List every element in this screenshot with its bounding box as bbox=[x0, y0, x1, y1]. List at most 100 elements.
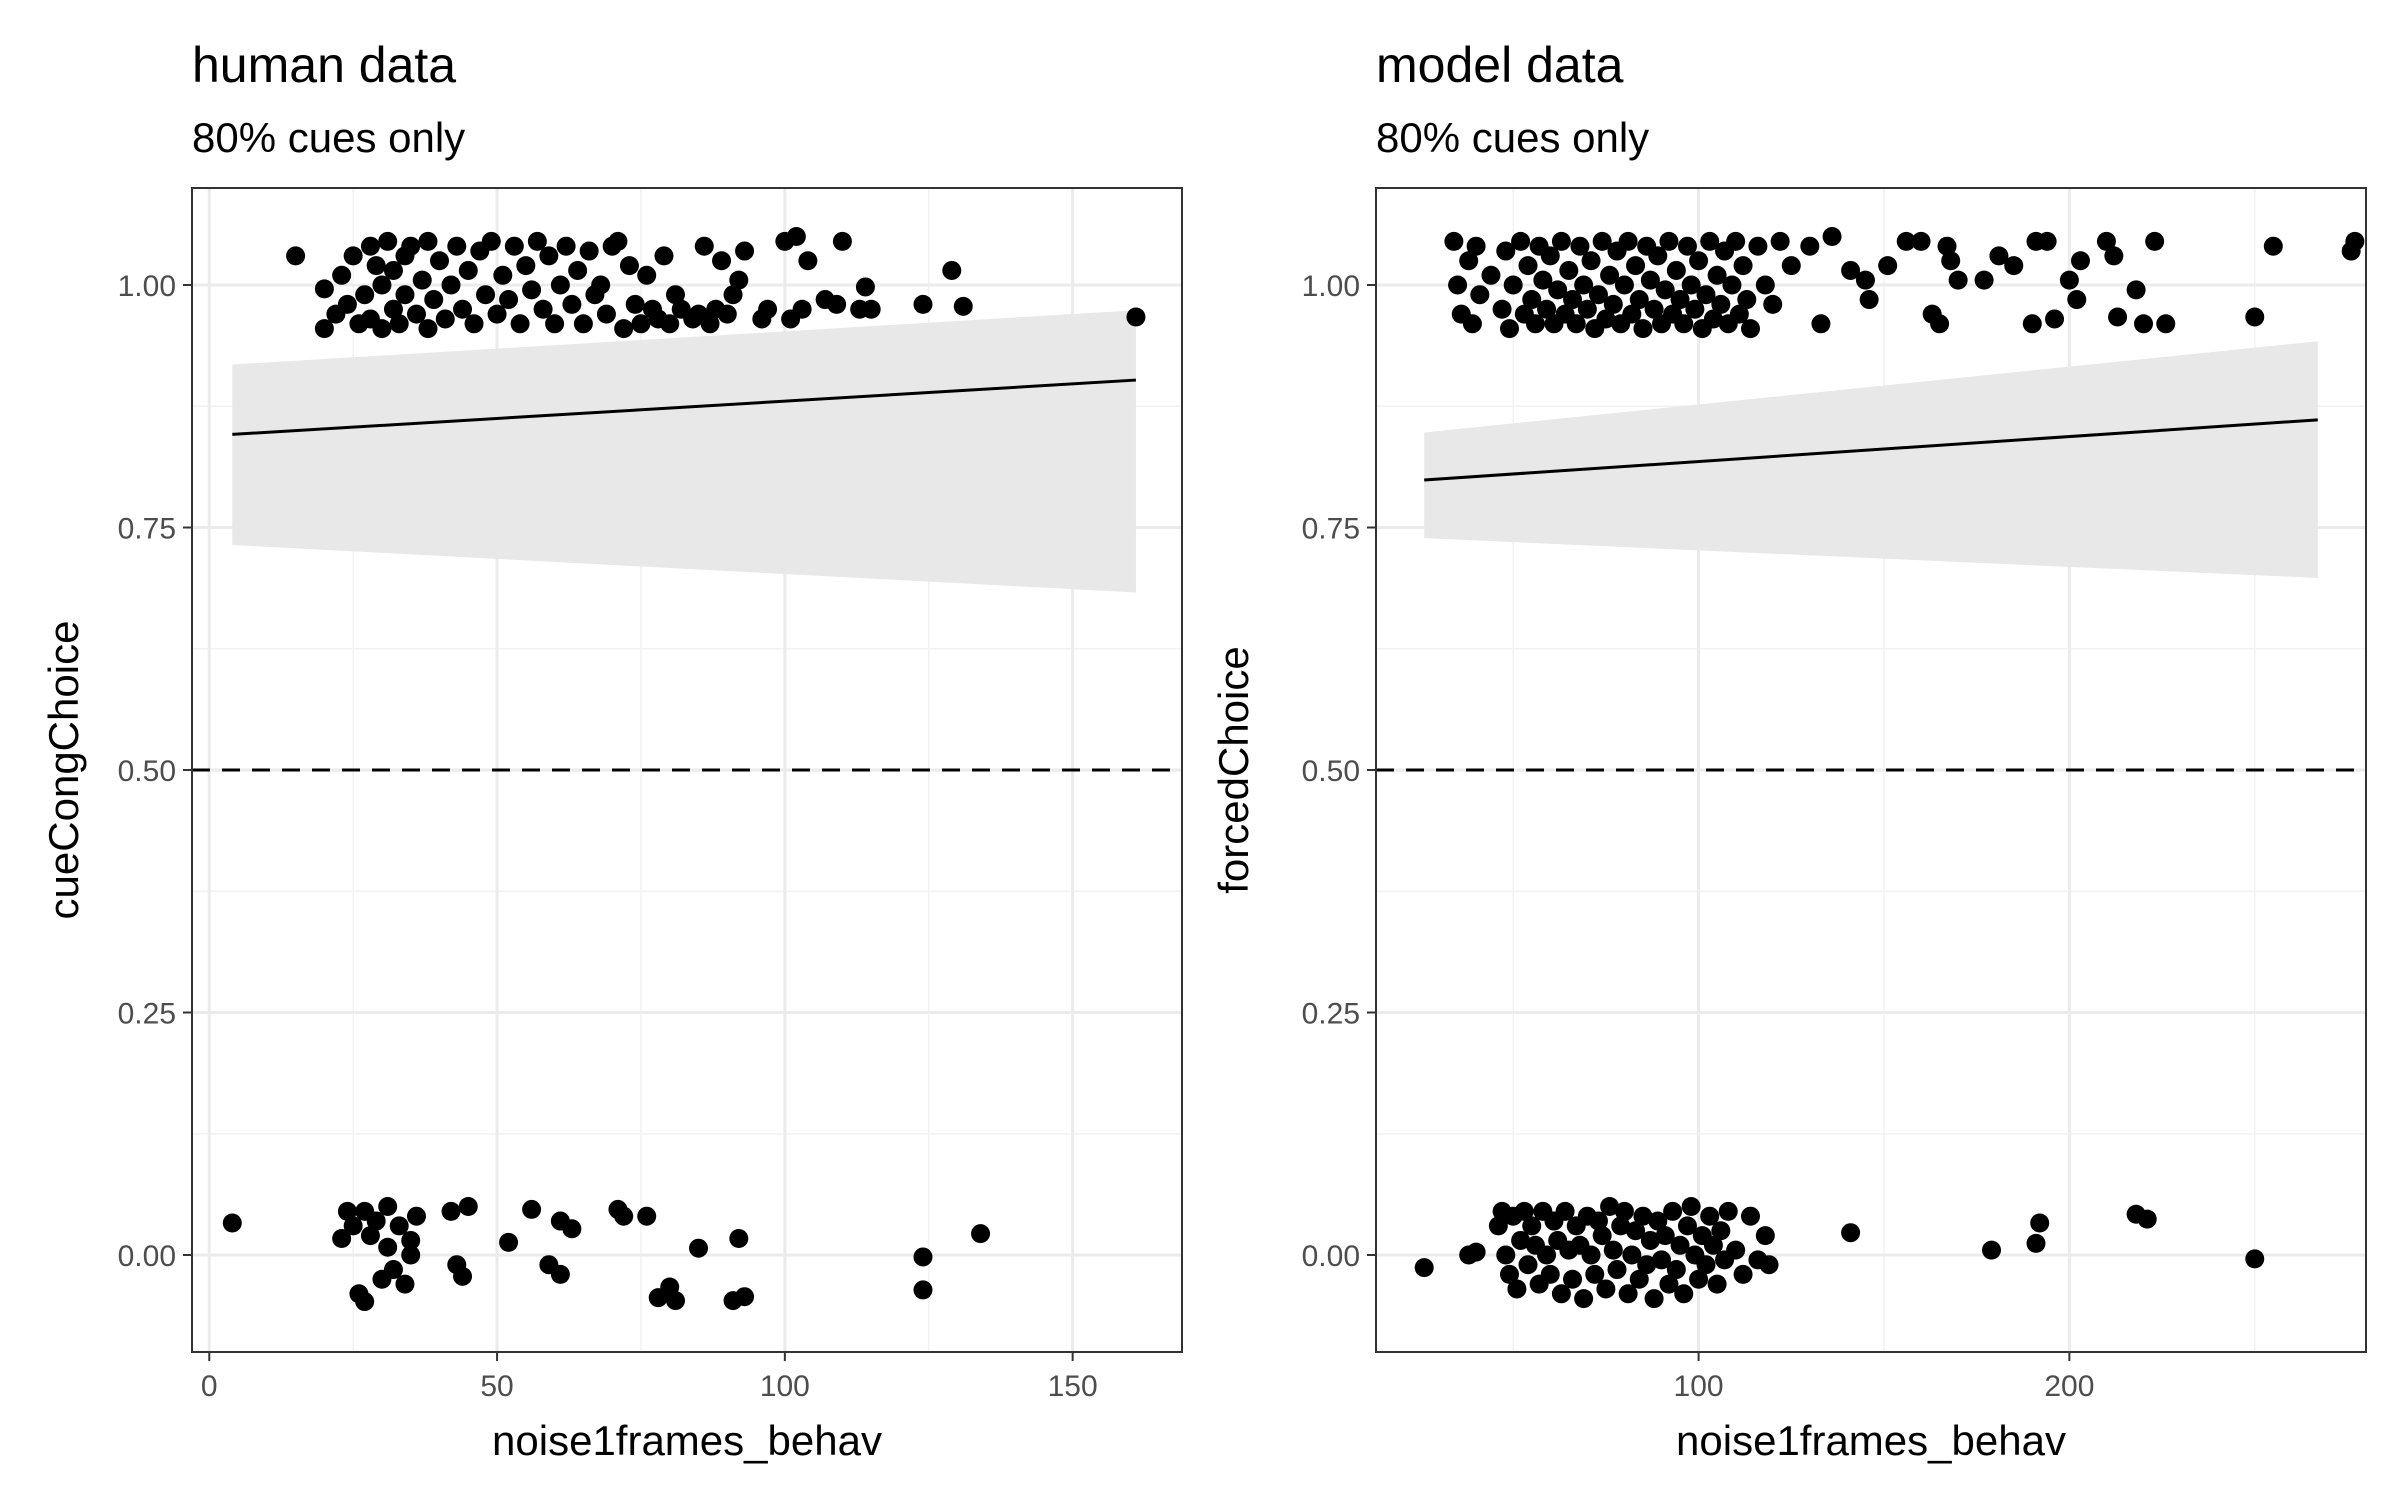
x-tick-label: 50 bbox=[480, 1370, 513, 1403]
panel-subtitle: 80% cues only bbox=[192, 114, 465, 161]
data-point bbox=[1982, 1240, 2002, 1260]
data-point bbox=[1563, 290, 1583, 310]
data-point bbox=[1822, 227, 1842, 246]
data-point bbox=[441, 275, 461, 295]
data-point bbox=[1503, 275, 1523, 295]
data-point bbox=[1941, 251, 1961, 271]
data-point bbox=[1518, 1255, 1538, 1275]
data-point bbox=[729, 1229, 749, 1249]
data-point bbox=[1763, 294, 1783, 314]
data-point bbox=[360, 236, 380, 256]
data-point bbox=[1537, 299, 1557, 319]
data-point bbox=[1670, 290, 1690, 310]
data-point bbox=[550, 275, 570, 295]
data-point bbox=[522, 280, 542, 300]
data-point bbox=[355, 1292, 375, 1312]
data-point bbox=[2030, 1213, 2050, 1233]
data-point bbox=[832, 231, 852, 251]
data-point bbox=[2245, 1249, 2265, 1269]
data-point bbox=[608, 231, 628, 251]
data-point bbox=[372, 275, 392, 295]
data-point bbox=[1948, 270, 1968, 290]
regression-line bbox=[232, 378, 1137, 436]
data-point bbox=[1726, 1240, 1746, 1260]
data-point bbox=[510, 314, 530, 334]
data-point bbox=[430, 251, 449, 271]
y-tick-label: 1.00 bbox=[1302, 270, 1360, 303]
data-point bbox=[1600, 265, 1620, 285]
data-point bbox=[481, 231, 501, 251]
data-point bbox=[1930, 314, 1950, 334]
data-point bbox=[562, 294, 582, 314]
data-point bbox=[1670, 1235, 1690, 1255]
data-point bbox=[418, 231, 438, 251]
data-point bbox=[723, 285, 743, 305]
data-point bbox=[1989, 246, 2009, 266]
data-point bbox=[1603, 1240, 1623, 1260]
data-point bbox=[1459, 251, 1479, 271]
data-point bbox=[654, 246, 674, 266]
data-point bbox=[665, 1291, 685, 1311]
data-point bbox=[2245, 307, 2265, 327]
data-point bbox=[1585, 1264, 1605, 1284]
data-point bbox=[1737, 290, 1757, 310]
data-point bbox=[637, 1206, 657, 1226]
data-point bbox=[1648, 246, 1668, 266]
data-point bbox=[332, 265, 352, 285]
y-tick-label: 0.75 bbox=[118, 513, 176, 546]
data-point bbox=[1496, 1245, 1516, 1265]
data-point bbox=[1603, 294, 1623, 314]
data-point bbox=[619, 256, 639, 276]
data-point bbox=[1577, 299, 1597, 319]
data-point bbox=[1522, 290, 1542, 310]
data-point bbox=[1640, 270, 1660, 290]
data-point bbox=[1722, 275, 1742, 295]
data-point bbox=[378, 1237, 398, 1257]
data-points bbox=[222, 227, 1146, 1312]
data-point bbox=[596, 304, 616, 324]
confidence-ribbon bbox=[1424, 341, 2318, 578]
data-point bbox=[1696, 1255, 1716, 1275]
data-point bbox=[2004, 256, 2024, 276]
data-point bbox=[1499, 319, 1519, 339]
data-point bbox=[383, 260, 403, 280]
data-point bbox=[1707, 1274, 1727, 1294]
data-point bbox=[735, 1287, 755, 1307]
data-point bbox=[337, 1201, 357, 1221]
data-point bbox=[2137, 1209, 2157, 1229]
x-axis-title: noise1frames_behav bbox=[492, 1417, 882, 1464]
data-point bbox=[332, 1229, 352, 1249]
data-point bbox=[458, 1197, 478, 1216]
data-point bbox=[1566, 314, 1586, 334]
data-point bbox=[1555, 1201, 1575, 1221]
data-point bbox=[314, 319, 334, 339]
data-point bbox=[366, 1211, 386, 1231]
data-point bbox=[1696, 285, 1716, 305]
data-point bbox=[1655, 1226, 1675, 1246]
data-point bbox=[1655, 280, 1675, 300]
data-point bbox=[533, 299, 553, 319]
y-tick-label: 0.50 bbox=[1302, 755, 1360, 788]
data-point bbox=[614, 319, 634, 339]
data-point bbox=[625, 294, 645, 314]
data-point bbox=[1677, 236, 1697, 256]
data-point bbox=[637, 265, 657, 285]
data-point bbox=[1674, 1284, 1694, 1304]
x-tick-label: 0 bbox=[201, 1370, 218, 1403]
data-point bbox=[1618, 1284, 1638, 1304]
data-point bbox=[383, 299, 403, 319]
data-point bbox=[378, 1197, 398, 1216]
data-point bbox=[550, 1264, 570, 1284]
data-point bbox=[1540, 1264, 1560, 1284]
data-point bbox=[372, 319, 392, 339]
data-point bbox=[1759, 1255, 1779, 1275]
data-point bbox=[556, 236, 576, 256]
data-point bbox=[2104, 246, 2124, 266]
data-point bbox=[1648, 1211, 1668, 1231]
data-point bbox=[1703, 1235, 1723, 1255]
data-point bbox=[573, 314, 593, 334]
y-axis-ticks: 0.00 0.25 0.50 0.75 1.00 bbox=[118, 270, 192, 1273]
data-point bbox=[1726, 231, 1746, 251]
data-point bbox=[1681, 1197, 1701, 1216]
data-point bbox=[1466, 236, 1486, 256]
